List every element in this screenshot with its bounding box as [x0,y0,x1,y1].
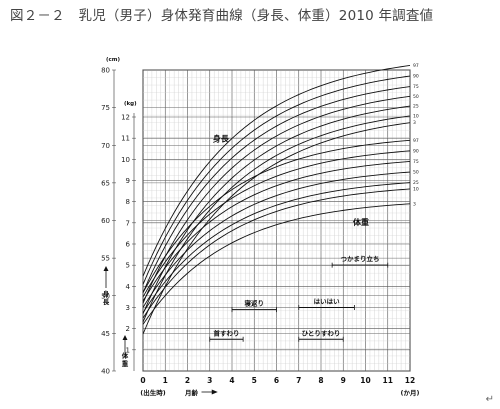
return-mark: ↵ [485,394,494,405]
weight-axis-label-char: 重 [122,359,129,368]
height-tick-label: 45 [101,330,110,338]
weight-tick-label: 3 [126,304,130,312]
height-tick-label: 55 [101,255,110,263]
height-tick-label: 65 [101,179,110,187]
weight-tick-label: 5 [126,262,130,270]
weight-curve [142,171,411,308]
weight-curve-percentile-label: 10 [413,186,419,192]
x-tick-label: 0 [140,376,145,385]
weight-tick-label: 4 [126,283,131,291]
height-curve [142,95,411,304]
x-axis-label: 月齢 [184,388,199,397]
x-tick-label: 2 [185,376,190,385]
height-curve-percentile-label: 25 [413,104,419,110]
weight-curve-percentile-label: 50 [413,170,419,176]
x-arrow-head [211,389,218,395]
weight-curve [142,150,411,298]
height-tick-label: 40 [101,368,110,376]
weight-tick-label: 9 [126,177,130,185]
weight-tick-label: 7 [126,219,130,227]
x-tick-label: 7 [296,376,301,385]
x-tick-label: 12 [405,376,415,385]
x-tick-label: 8 [318,376,323,385]
height-curve [142,105,411,314]
weight-curve-percentile-label: 3 [413,201,416,207]
x-tick-label: 6 [274,376,279,385]
x-tick-label: 3 [207,376,212,385]
milestone-label: 寝返り [245,299,265,308]
milestone-label: はいはい [314,298,341,306]
weight-axis-label-char: 体 [122,351,129,360]
milestone-label: つかまり立ち [340,254,379,263]
height-curve [142,75,411,285]
weight-tick-label: 12 [121,114,130,122]
height-tick-label: 75 [101,104,110,112]
height-unit-label: (cm) [106,57,121,63]
weight-tick-label: 6 [126,241,131,249]
weight-curve-percentile-label: 25 [413,180,419,186]
x-tick-sublabel: (出生時) [140,388,165,397]
x-tick-label: 4 [229,376,234,385]
height-curve [142,65,411,277]
height-arrow-head [103,266,109,271]
milestone-label: 首すわり [213,328,239,337]
page-title: 図２－２ 乳児（男子）身体発育曲線（身長、体重）2010 年調査値 [10,8,434,24]
x-tick-label: 11 [383,376,393,385]
height-curve [142,122,411,335]
height-axis-label-char: 長 [103,297,110,306]
height-curve-percentile-label: 97 [413,63,419,69]
height-curve-label: 身長 [213,133,230,143]
weight-unit-label: (kg) [124,101,137,107]
height-tick-label: 60 [101,217,110,225]
weight-curve-percentile-label: 75 [413,159,419,165]
weight-tick-label: 2 [126,325,130,333]
weight-arrow-head [122,335,128,340]
x-tick-label: 5 [252,376,257,385]
height-tick-label: 80 [101,67,110,75]
height-curve [142,115,411,323]
milestone-label: ひとりすわり [302,328,341,337]
height-tick-label: 70 [101,142,110,150]
weight-curve-percentile-label: 90 [413,148,419,154]
weight-tick-label: 1 [126,346,130,354]
weight-tick-label: 8 [126,198,130,206]
x-tick-label: 9 [341,376,346,385]
weight-curve-percentile-label: 97 [413,138,419,144]
weight-curve [142,188,411,319]
weight-curve [142,182,411,314]
height-curve-percentile-label: 10 [413,113,419,119]
height-curve-percentile-label: 3 [413,120,416,126]
height-curve [142,86,411,293]
weight-curve [142,203,411,325]
weight-curve [142,139,411,293]
x-tick-label: 10 [360,376,370,385]
height-tick-label: 50 [101,292,110,300]
height-axis-label-char: 身 [103,289,110,298]
height-curve-percentile-label: 75 [413,84,419,90]
x-unit-label: (か月) [401,389,420,397]
height-curve-percentile-label: 90 [413,74,419,80]
weight-curve-label: 体重 [353,217,369,227]
weight-curve [142,161,411,302]
x-tick-label: 1 [163,376,168,385]
height-curve-percentile-label: 50 [413,94,419,100]
weight-tick-label: 10 [121,156,130,164]
weight-tick-label: 11 [121,135,130,143]
